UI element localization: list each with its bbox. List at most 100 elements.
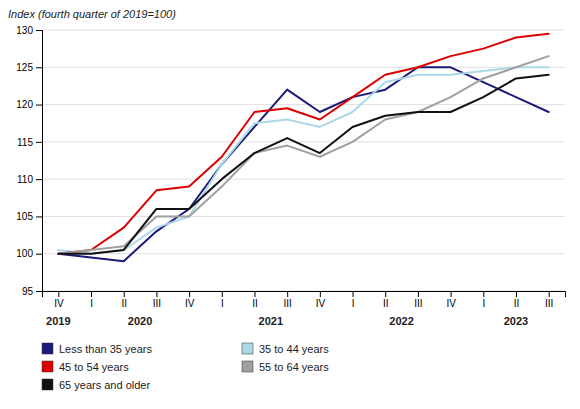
legend-label: 55 to 64 years: [259, 361, 329, 373]
lines: [58, 34, 548, 261]
x-tick: I: [482, 291, 485, 309]
y-tick-label: 95: [22, 286, 34, 297]
x-tick: II: [121, 291, 127, 309]
y-tick: 120: [16, 99, 42, 110]
year-labels: 2019 2020 2021 2022 2023: [46, 315, 528, 327]
x-tick-label: II: [252, 298, 258, 309]
x-tick: III: [545, 291, 553, 309]
series-line: [58, 67, 548, 253]
x-tick: III: [283, 291, 291, 309]
x-tick: IV: [54, 291, 64, 309]
x-tick-mark: [254, 291, 255, 297]
year-label: 2021: [259, 315, 283, 327]
y-tick: 105: [16, 211, 42, 222]
x-tick-label: IV: [316, 298, 326, 309]
y-tick-label: 100: [16, 248, 33, 259]
x-tick: I: [90, 291, 93, 309]
y-tick-mark: [36, 216, 42, 217]
x-tick-label: IV: [185, 298, 195, 309]
y-tick-label: 125: [16, 62, 33, 73]
grid-line: [42, 179, 565, 180]
y-tick-mark: [36, 142, 42, 143]
legend-swatch: [242, 361, 253, 372]
y-tick: 115: [17, 137, 42, 148]
x-tick-mark: [156, 291, 157, 297]
grid-line: [42, 30, 565, 31]
y-axis: 95 100 105 110 115 120 125 130: [16, 25, 42, 297]
y-tick: 130: [16, 25, 42, 36]
x-tick-label: I: [221, 298, 224, 309]
x-tick-label: III: [153, 298, 161, 309]
x-tick: II: [514, 291, 520, 309]
year-label: 2020: [128, 315, 152, 327]
y-tick-label: 130: [16, 25, 33, 36]
legend-label: 45 to 54 years: [59, 361, 129, 373]
y-tick-mark: [36, 105, 42, 106]
x-tick-mark: [483, 291, 484, 297]
x-tick-label: I: [352, 298, 355, 309]
y-tick-label: 110: [17, 174, 33, 185]
x-tick-mark: [418, 291, 419, 297]
y-tick-label: 120: [16, 99, 33, 110]
year-label: 2022: [389, 315, 413, 327]
legend-item: 35 to 44 years: [242, 343, 329, 355]
x-axis-line: [43, 292, 566, 298]
legend-swatch: [242, 343, 253, 354]
plot: 95100105110115120125130IVIIIIIIIVIIIIIII…: [16, 25, 565, 327]
x-tick-label: II: [121, 298, 127, 309]
x-tick-mark: [385, 291, 386, 297]
y-tick: 110: [17, 174, 42, 185]
y-tick-label: 115: [17, 137, 33, 148]
grid: [42, 30, 565, 291]
legend-label: 35 to 44 years: [259, 343, 329, 355]
series-line: [58, 34, 548, 254]
y-tick-mark: [36, 291, 42, 292]
x-tick: IV: [185, 291, 195, 309]
title: Index (fourth quarter of 2019=100): [8, 8, 176, 20]
legend-label: 65 years and older: [59, 379, 150, 391]
x-tick-label: III: [414, 298, 422, 309]
x-tick-mark: [451, 291, 452, 297]
x-tick-label: IV: [54, 298, 64, 309]
series-line: [58, 75, 548, 254]
y-tick-label: 105: [16, 211, 33, 222]
legend-item: Less than 35 years: [42, 343, 152, 355]
y-tick-mark: [36, 30, 42, 31]
x-tick-label: III: [283, 298, 291, 309]
x-tick-mark: [320, 291, 321, 297]
legend-item: 55 to 64 years: [242, 361, 329, 373]
y-tick-mark: [36, 254, 42, 255]
x-tick-label: IV: [446, 298, 456, 309]
y-tick: 125: [16, 62, 42, 73]
y-tick: 100: [16, 248, 42, 259]
x-tick-mark: [353, 291, 354, 297]
x-tick-mark: [189, 291, 190, 297]
y-axis-line: [36, 31, 43, 292]
x-tick-mark: [287, 291, 288, 297]
grid-line: [42, 216, 565, 217]
y-tick: 95: [22, 286, 42, 297]
x-tick-mark: [58, 291, 59, 297]
x-tick-mark: [124, 291, 125, 297]
x-tick-label: I: [482, 298, 485, 309]
x-tick-label: II: [514, 298, 520, 309]
legend-swatch: [42, 343, 53, 354]
grid-line: [42, 104, 565, 105]
x-tick-mark: [222, 291, 223, 297]
grid-line: [42, 67, 565, 68]
x-tick: II: [383, 291, 389, 309]
x-tick: III: [414, 291, 422, 309]
legend-item: 45 to 54 years: [42, 361, 129, 373]
x-tick-label: III: [545, 298, 553, 309]
year-label: 2023: [504, 315, 528, 327]
x-tick-mark: [91, 291, 92, 297]
year-label: 2019: [46, 315, 70, 327]
chart: 95100105110115120125130IVIIIIIIIVIIIIIII…: [0, 0, 580, 409]
legend-swatch: [42, 361, 53, 372]
x-tick: I: [352, 291, 355, 309]
x-tick-mark: [549, 291, 550, 297]
grid-line: [42, 141, 565, 142]
x-tick: IV: [316, 291, 326, 309]
series-line: [58, 56, 548, 254]
x-axis: IVIIIIIIIVIIIIIIIVIIIIIIIVIIIIII: [43, 291, 566, 309]
